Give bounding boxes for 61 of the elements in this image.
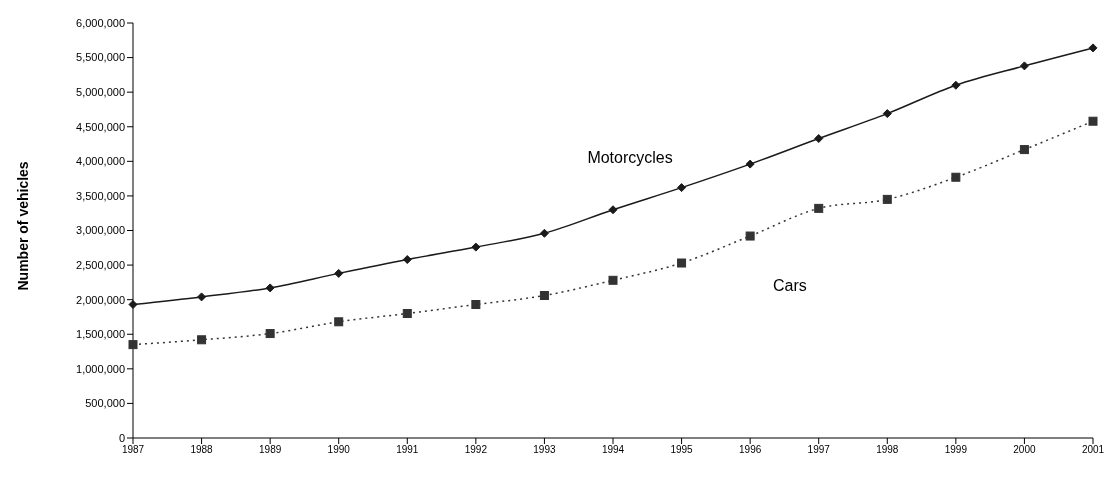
point (471, 300, 481, 310)
y-tick-label: 1,000,000 (76, 362, 125, 375)
point (1088, 43, 1098, 53)
series-label: Motorcycles (587, 149, 673, 167)
y-tick-label: 3,000,000 (76, 224, 125, 237)
y-tick-label: 4,000,000 (76, 155, 125, 168)
point (677, 258, 687, 268)
x-tick-label: 1988 (190, 444, 214, 456)
point (745, 159, 755, 169)
point (608, 205, 618, 215)
x-tick-label: 2001 (1081, 444, 1105, 456)
x-tick-label: 1996 (739, 444, 762, 456)
point (128, 340, 138, 350)
point (882, 109, 892, 119)
point (677, 183, 687, 193)
point (1088, 116, 1098, 126)
x-tick-label: 1994 (601, 444, 625, 456)
x-tick-label: 1990 (327, 444, 351, 456)
point (814, 134, 824, 144)
point (539, 291, 549, 301)
y-tick-label: 1,500,000 (76, 328, 125, 341)
y-axis-title: Number of vehicles (14, 161, 31, 291)
point (265, 329, 275, 339)
x-tick-label: 1995 (670, 444, 694, 456)
y-tick-label: 0 (118, 431, 125, 444)
y-tick-label: 2,500,000 (76, 258, 125, 271)
y-tick-label: 5,500,000 (76, 51, 125, 64)
x-tick-label: 1991 (396, 444, 419, 456)
point (197, 292, 207, 302)
y-tick-label: 4,500,000 (76, 120, 125, 133)
y-tick-label: 6,000,000 (76, 16, 125, 29)
y-tick-label: 500,000 (85, 397, 125, 410)
point (539, 228, 549, 238)
point (197, 335, 207, 345)
point (471, 242, 481, 252)
point (1019, 145, 1029, 155)
y-tick-label: 2,000,000 (76, 293, 125, 306)
y-tick-label: 3,500,000 (76, 189, 125, 202)
x-tick-label: 1987 (121, 444, 145, 456)
x-tick-label: 1992 (464, 444, 488, 456)
point (608, 275, 618, 285)
point (951, 172, 961, 182)
text: Cars (773, 277, 807, 295)
x-tick-label: 1993 (533, 444, 556, 456)
x-tick-label: 1989 (259, 444, 282, 456)
point (814, 203, 824, 213)
x-tick-label: 1997 (807, 444, 831, 456)
x-tick-label: 2000 (1013, 444, 1036, 456)
point (128, 300, 138, 310)
point (745, 231, 755, 241)
point (402, 255, 412, 265)
point (402, 309, 412, 318)
point (882, 194, 892, 204)
point (1019, 61, 1029, 71)
y-tick-label: 5,000,000 (76, 86, 125, 99)
point (265, 283, 275, 293)
point (951, 80, 961, 90)
x-tick-label: 1999 (944, 444, 968, 456)
point (334, 317, 344, 327)
point (334, 268, 344, 278)
x-tick-label: 1998 (876, 444, 899, 456)
